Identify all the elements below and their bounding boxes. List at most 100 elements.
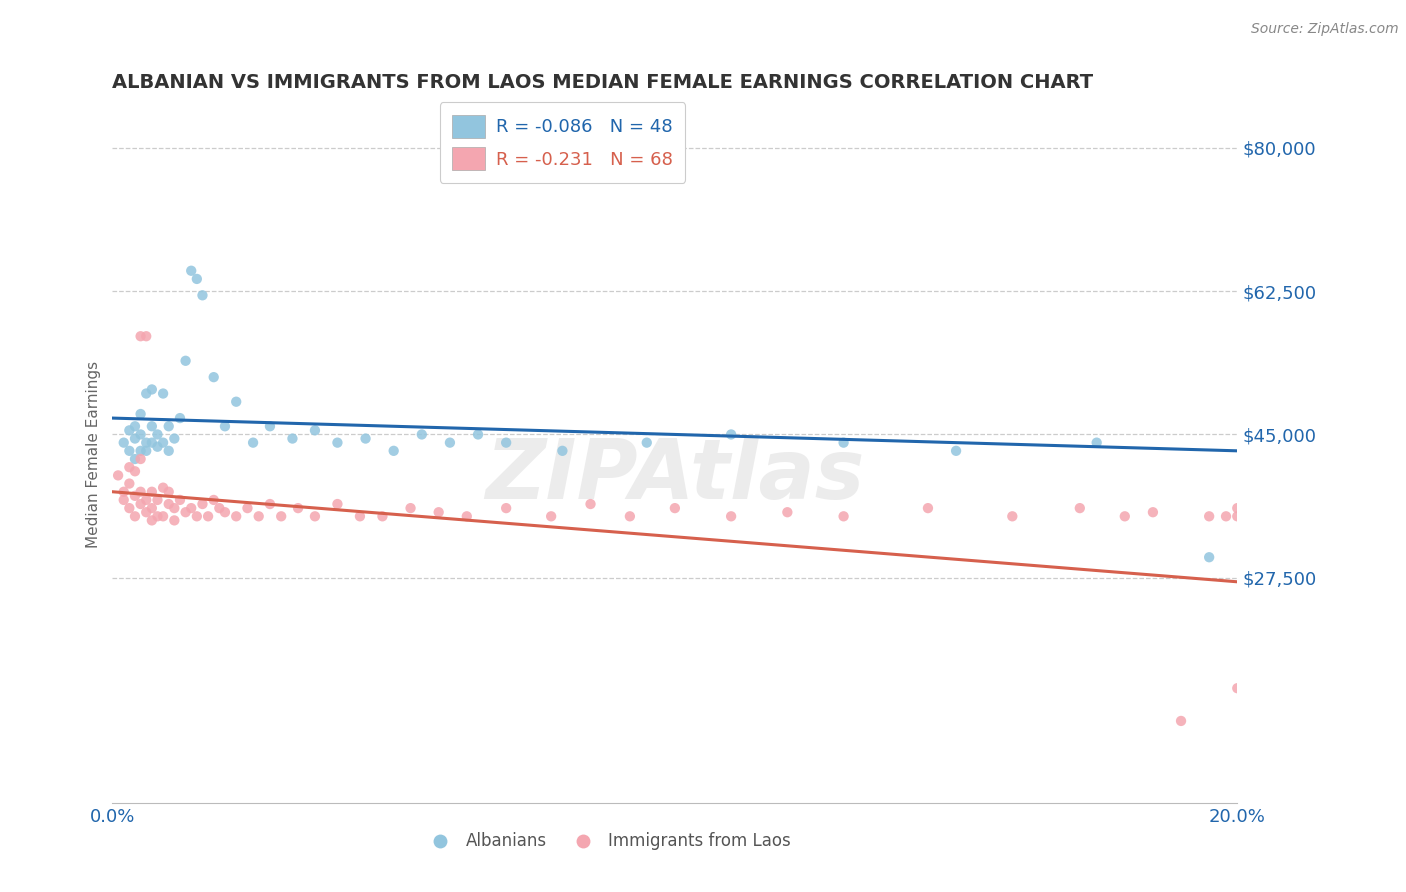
Point	[135, 443, 157, 458]
Point	[186, 272, 208, 286]
Point	[129, 427, 152, 442]
Point	[163, 432, 186, 446]
Point	[180, 501, 202, 516]
Text: Source: ZipAtlas.com: Source: ZipAtlas.com	[1251, 22, 1399, 37]
Point	[157, 497, 180, 511]
Point	[112, 435, 135, 450]
Y-axis label: Median Female Earnings: Median Female Earnings	[86, 361, 101, 549]
Point	[135, 435, 157, 450]
Point	[259, 419, 281, 434]
Point	[540, 509, 562, 524]
Point	[456, 509, 478, 524]
Point	[141, 435, 163, 450]
Point	[169, 411, 191, 425]
Point	[135, 329, 157, 343]
Point	[304, 423, 326, 437]
Point	[1142, 505, 1164, 519]
Point	[636, 435, 658, 450]
Point	[157, 419, 180, 434]
Point	[214, 505, 236, 519]
Point	[1085, 435, 1108, 450]
Point	[270, 509, 292, 524]
Point	[124, 509, 146, 524]
Point	[135, 386, 157, 401]
Point	[129, 497, 152, 511]
Point	[124, 419, 146, 434]
Point	[124, 489, 146, 503]
Point	[157, 443, 180, 458]
Point	[832, 509, 855, 524]
Text: ZIPAtlas: ZIPAtlas	[485, 435, 865, 516]
Point	[152, 509, 174, 524]
Point	[112, 484, 135, 499]
Point	[720, 427, 742, 442]
Point	[146, 427, 169, 442]
Point	[1198, 509, 1220, 524]
Point	[945, 443, 967, 458]
Point	[326, 497, 349, 511]
Point	[326, 435, 349, 450]
Point	[197, 509, 219, 524]
Point	[1226, 501, 1249, 516]
Point	[1198, 550, 1220, 565]
Point	[124, 452, 146, 467]
Point	[208, 501, 231, 516]
Point	[129, 452, 152, 467]
Point	[180, 264, 202, 278]
Point	[141, 513, 163, 527]
Point	[382, 443, 405, 458]
Point	[236, 501, 259, 516]
Point	[141, 383, 163, 397]
Point	[107, 468, 129, 483]
Point	[169, 492, 191, 507]
Point	[174, 353, 197, 368]
Legend: Albanians, Immigrants from Laos: Albanians, Immigrants from Laos	[418, 826, 797, 857]
Point	[152, 435, 174, 450]
Point	[399, 501, 422, 516]
Point	[1215, 509, 1237, 524]
Point	[135, 505, 157, 519]
Point	[141, 501, 163, 516]
Point	[1226, 509, 1249, 524]
Point	[118, 501, 141, 516]
Point	[118, 476, 141, 491]
Point	[225, 509, 247, 524]
Point	[287, 501, 309, 516]
Point	[579, 497, 602, 511]
Point	[439, 435, 461, 450]
Point	[1069, 501, 1091, 516]
Point	[129, 407, 152, 421]
Point	[124, 432, 146, 446]
Point	[349, 509, 371, 524]
Point	[776, 505, 799, 519]
Point	[495, 435, 517, 450]
Point	[917, 501, 939, 516]
Point	[118, 443, 141, 458]
Point	[225, 394, 247, 409]
Point	[371, 509, 394, 524]
Point	[157, 484, 180, 499]
Point	[1001, 509, 1024, 524]
Point	[411, 427, 433, 442]
Point	[174, 505, 197, 519]
Point	[1170, 714, 1192, 728]
Point	[191, 497, 214, 511]
Point	[129, 329, 152, 343]
Point	[551, 443, 574, 458]
Point	[141, 484, 163, 499]
Point	[191, 288, 214, 302]
Point	[354, 432, 377, 446]
Point	[214, 419, 236, 434]
Point	[152, 481, 174, 495]
Point	[720, 509, 742, 524]
Point	[619, 509, 641, 524]
Point	[664, 501, 686, 516]
Point	[281, 432, 304, 446]
Text: ALBANIAN VS IMMIGRANTS FROM LAOS MEDIAN FEMALE EARNINGS CORRELATION CHART: ALBANIAN VS IMMIGRANTS FROM LAOS MEDIAN …	[112, 72, 1094, 92]
Point	[304, 509, 326, 524]
Point	[259, 497, 281, 511]
Point	[118, 460, 141, 475]
Point	[146, 492, 169, 507]
Point	[135, 492, 157, 507]
Point	[118, 423, 141, 437]
